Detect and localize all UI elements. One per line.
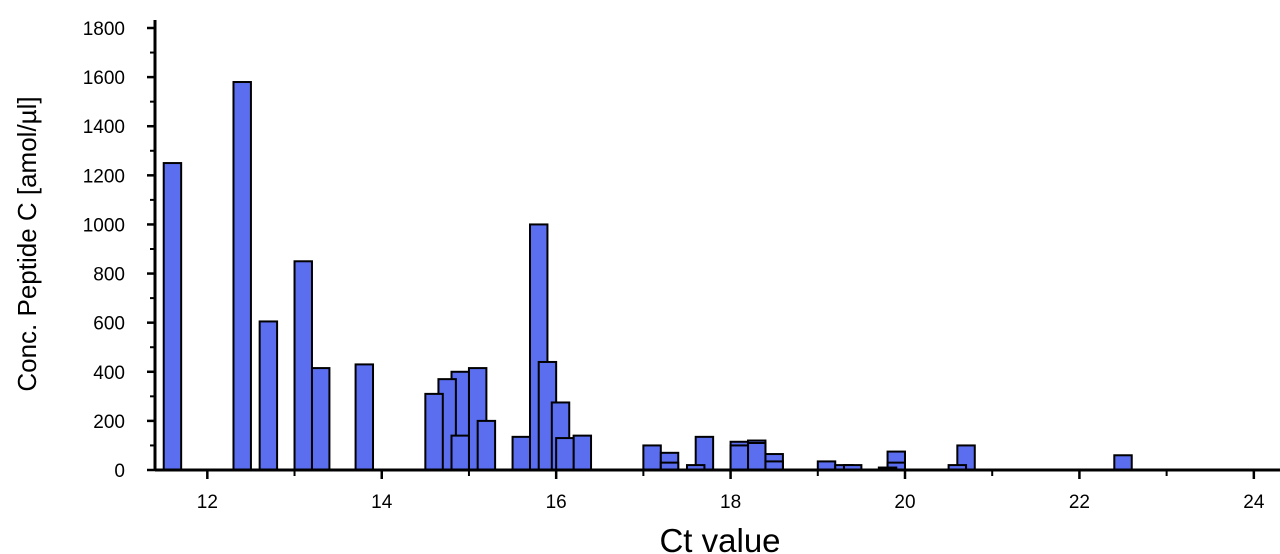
x-tick-label: 20	[894, 492, 915, 513]
y-ticks-group: 0 200 400 600 800 1000 1200 1400 1600 1800	[83, 19, 155, 482]
bar	[232, 81, 252, 472]
y-tick-label: 1000	[83, 215, 125, 236]
bar	[511, 435, 531, 472]
bar	[572, 434, 593, 471]
bar	[1113, 454, 1133, 471]
bar	[555, 437, 575, 471]
bar	[642, 444, 662, 472]
bar	[424, 392, 444, 472]
y-tick-label: 400	[93, 363, 125, 384]
bar	[354, 363, 375, 471]
x-ticks-group: 12 14 16 18 20 22 24	[197, 470, 1265, 513]
bar	[310, 367, 331, 471]
x-tick-label: 14	[371, 492, 393, 513]
x-tick-label: 16	[546, 492, 567, 513]
y-tick-label: 1200	[83, 166, 125, 187]
bar	[729, 444, 750, 472]
y-tick-label: 1400	[83, 117, 125, 138]
bar	[747, 441, 767, 471]
y-tick-label: 1800	[83, 19, 125, 40]
bar	[450, 434, 470, 471]
y-tick-label: 600	[93, 314, 125, 335]
x-tick-label: 24	[1243, 492, 1265, 513]
x-tick-label: 12	[197, 492, 218, 513]
y-tick-label: 1600	[83, 68, 125, 89]
bar	[258, 320, 279, 471]
y-tick-label: 200	[93, 412, 125, 433]
axes-group	[153, 20, 1280, 472]
y-tick-label: 0	[114, 461, 125, 482]
bar	[293, 260, 313, 471]
x-axis-title: Ct value	[659, 522, 780, 554]
bar	[476, 419, 497, 472]
y-tick-label: 800	[93, 265, 125, 286]
bars-group	[162, 81, 1133, 472]
x-tick-label: 18	[720, 492, 741, 513]
bar	[162, 162, 183, 471]
x-tick-label: 22	[1069, 492, 1090, 513]
y-axis-title: Conc. Peptide C [amol/µl]	[12, 96, 42, 391]
